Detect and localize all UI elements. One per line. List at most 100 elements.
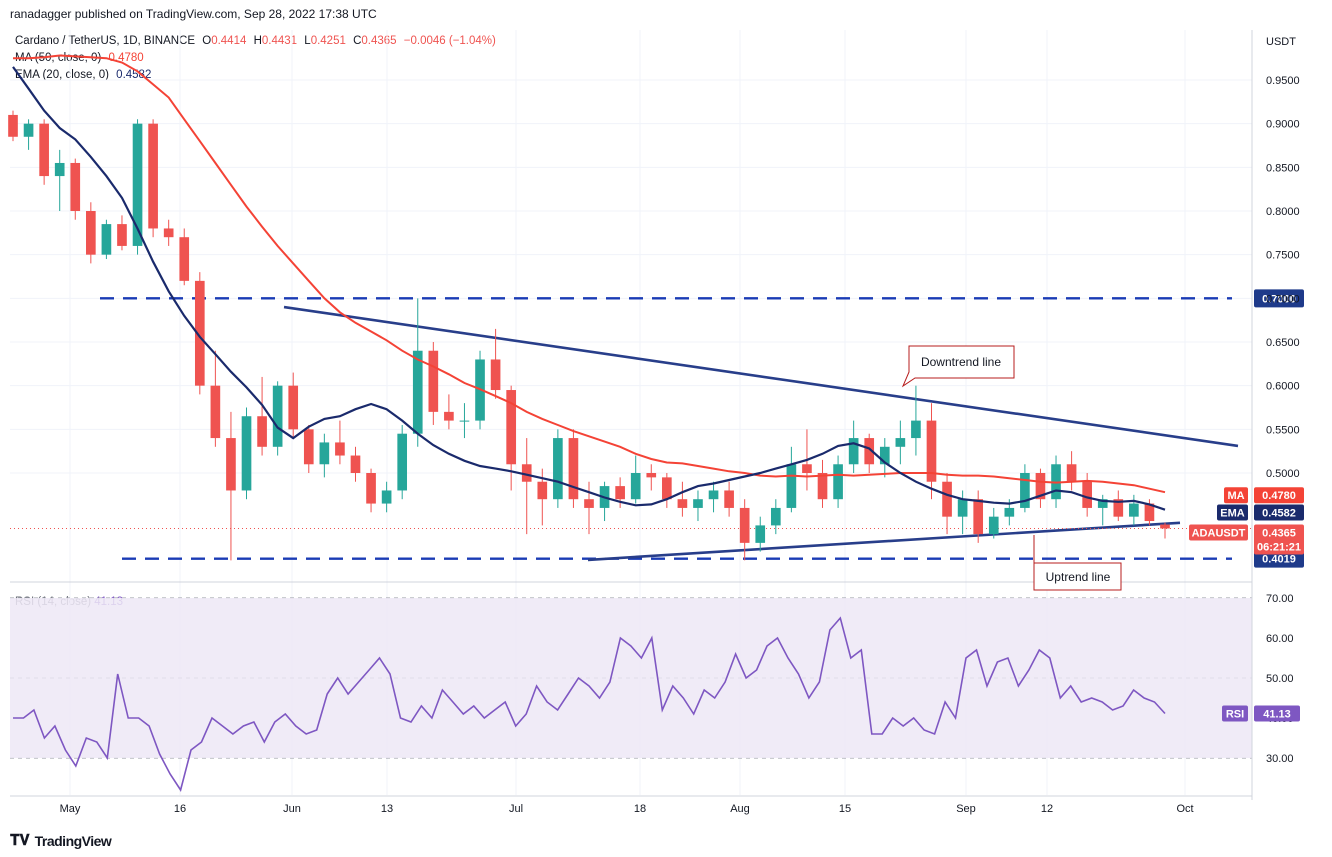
badge-value-bg bbox=[1254, 504, 1304, 521]
candle-body bbox=[101, 224, 112, 255]
candle-body bbox=[459, 420, 470, 422]
candle-body bbox=[630, 473, 641, 500]
badge-label-ema: EMA bbox=[1220, 508, 1245, 520]
rsi-badge-label-bg bbox=[1222, 705, 1248, 722]
candle-body bbox=[802, 464, 812, 473]
price-tick-label: 0.8500 bbox=[1266, 162, 1300, 174]
candle-body bbox=[86, 211, 96, 255]
badge-value-ma: 0.4780 bbox=[1262, 490, 1296, 502]
candle-body bbox=[117, 224, 127, 246]
candle-body bbox=[397, 433, 408, 491]
candle-body bbox=[708, 490, 719, 500]
candle-body bbox=[521, 464, 532, 482]
candle-body bbox=[350, 455, 361, 473]
rsi-band bbox=[10, 598, 1252, 758]
price-tick-label: 0.6000 bbox=[1266, 381, 1300, 393]
downtrend-callout bbox=[901, 345, 1015, 388]
candle-body bbox=[54, 162, 65, 177]
ohlc-change: −0.0046 (−1.04%) bbox=[403, 35, 496, 47]
candle-body bbox=[879, 446, 890, 465]
price-tick-label: 0.6500 bbox=[1266, 337, 1300, 349]
badge-value-adausdt: 0.4365 bbox=[1262, 527, 1296, 539]
badge-label-bg bbox=[1217, 504, 1248, 521]
candle-body bbox=[70, 162, 81, 211]
ohlc-high: H0.4431 bbox=[253, 35, 298, 47]
candle-body bbox=[179, 237, 190, 281]
downtrend-line bbox=[283, 305, 1239, 448]
candle-body bbox=[1160, 524, 1170, 529]
ema20-line bbox=[12, 66, 1166, 511]
rsi-badge-value: 41.13 bbox=[1263, 708, 1291, 720]
candle-body bbox=[303, 429, 314, 465]
candle-body bbox=[957, 499, 968, 517]
tradingview-logo-icon: 𝐓𝐕 bbox=[10, 832, 30, 849]
candle-body bbox=[241, 416, 252, 491]
candle-body bbox=[1082, 481, 1092, 508]
candle-body bbox=[272, 385, 283, 447]
candle-body bbox=[584, 499, 594, 508]
publisher-header: ranadagger published on TradingView.com,… bbox=[10, 7, 377, 21]
symbol-name[interactable]: Cardano / TetherUS, 1D, BINANCE bbox=[15, 35, 196, 47]
tradingview-brand: TradingView bbox=[34, 832, 112, 849]
candle-body bbox=[693, 499, 703, 508]
candle-body bbox=[490, 359, 501, 391]
rsi-tick-label: 30.00 bbox=[1266, 753, 1294, 765]
price-tick-label: 0.7000 bbox=[1266, 293, 1300, 305]
candle-body bbox=[1066, 464, 1077, 482]
candle-body bbox=[163, 228, 174, 238]
ema-legend[interactable]: EMA (20, close, 0) 0.4582 bbox=[15, 69, 155, 81]
uptrend-line bbox=[587, 521, 1181, 562]
candle-body bbox=[428, 350, 439, 412]
rsi-tick-label: 50.00 bbox=[1266, 673, 1294, 685]
trendlines bbox=[10, 305, 1252, 562]
candle-body bbox=[366, 473, 376, 504]
candle-body bbox=[739, 507, 750, 543]
price-tick-label: 0.8000 bbox=[1266, 206, 1300, 218]
rsi-badge-label: RSI bbox=[1226, 708, 1244, 720]
candle-body bbox=[148, 123, 158, 229]
candle-body bbox=[988, 516, 999, 535]
ohlc-low: L0.4251 bbox=[304, 35, 346, 47]
rsi-tick-label: 70.00 bbox=[1266, 593, 1294, 605]
price-badges: MA 0.4780 EMA 0.4582 ADAUSDT 0.4365 06:21:21 RS… bbox=[1189, 487, 1304, 722]
time-tick-label: Sep bbox=[956, 803, 976, 815]
candle-body bbox=[1097, 499, 1108, 508]
badge-label-ma: MA bbox=[1227, 490, 1244, 502]
price-tick-label: 0.5500 bbox=[1266, 424, 1300, 436]
candle-body bbox=[926, 420, 937, 482]
candle-body bbox=[194, 280, 205, 386]
ohlc-open: O0.4414 bbox=[202, 35, 247, 47]
symbol-legend: Cardano / TetherUS, 1D, BINANCE O0.4414 … bbox=[15, 35, 500, 47]
candle-body bbox=[444, 411, 454, 421]
rsi-line bbox=[13, 616, 1166, 792]
candle-body bbox=[412, 350, 423, 434]
candle-body bbox=[724, 490, 734, 508]
badge-label-bg bbox=[1189, 524, 1248, 541]
candle-body bbox=[1004, 507, 1015, 517]
tradingview-footer[interactable]: 𝐓𝐕 TradingView bbox=[10, 832, 112, 849]
candle-body bbox=[132, 123, 143, 246]
uptrend-label: Uptrend line bbox=[1046, 570, 1111, 584]
candle-body bbox=[864, 438, 875, 465]
annotations: Downtrend line Uptrend line bbox=[901, 345, 1122, 591]
uptrend-callout bbox=[1033, 535, 1122, 591]
ema-value: 0.4582 bbox=[116, 69, 152, 81]
rsi-tick-label: 60.00 bbox=[1266, 633, 1294, 645]
candle-body bbox=[848, 438, 859, 465]
level-badge-0.4019: 0.4019 bbox=[1262, 554, 1296, 566]
time-tick-label: 18 bbox=[634, 803, 646, 815]
candle-body bbox=[833, 464, 843, 500]
time-tick-label: 15 bbox=[839, 803, 851, 815]
candle-body bbox=[335, 442, 345, 456]
candle-body bbox=[23, 123, 34, 137]
candle-body bbox=[39, 123, 49, 177]
candle-body bbox=[677, 499, 688, 508]
candle-body bbox=[662, 477, 672, 500]
candle-body bbox=[770, 507, 781, 526]
candle-body bbox=[1129, 503, 1139, 517]
ma50-line bbox=[13, 54, 1166, 494]
time-tick-label: 12 bbox=[1041, 803, 1053, 815]
candles bbox=[8, 110, 1170, 561]
candle-body bbox=[537, 481, 548, 500]
